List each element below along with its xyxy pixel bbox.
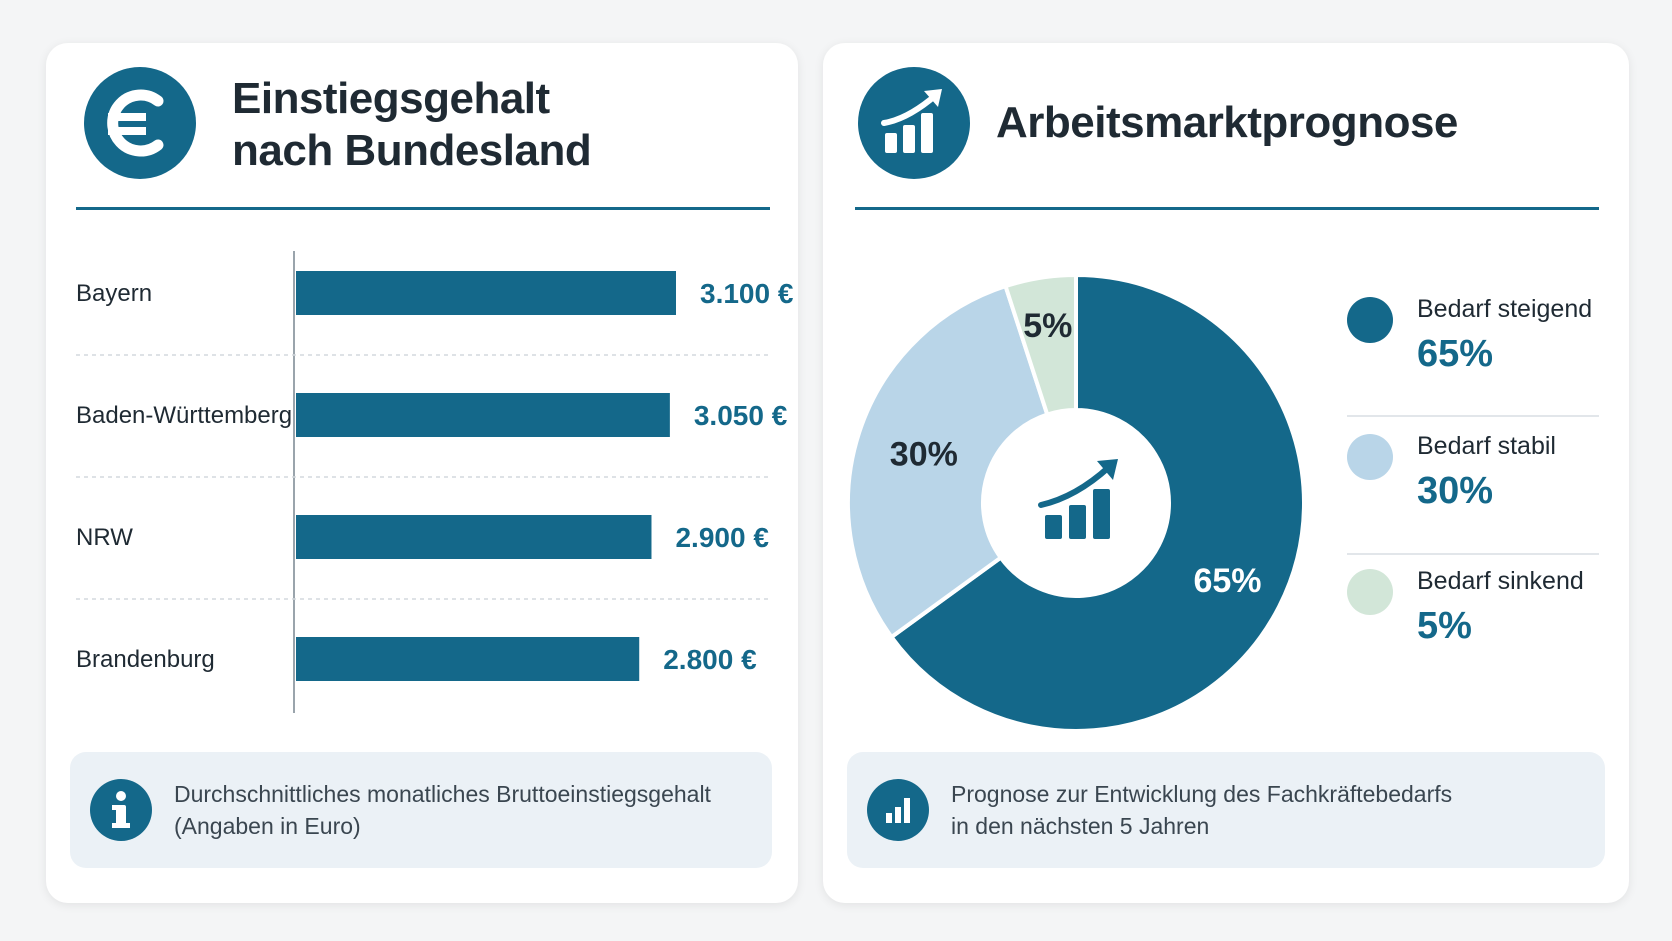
legend-item-sinkend: Bedarf sinkend 5% [1347, 561, 1599, 701]
legend-item-stabil: Bedarf stabil 30% [1347, 426, 1599, 566]
forecast-note-box: Prognose zur Entwicklung des Fachkräfteb… [847, 752, 1605, 868]
info-icon [90, 779, 152, 841]
forecast-card: Arbeitsmarktprognose 65% 30% 5% Bedarf ste… [823, 43, 1629, 903]
slice-value-label: 5% [1023, 307, 1072, 345]
legend-label: Bedarf steigend [1417, 295, 1593, 323]
bar-category-label: Brandenburg [76, 646, 215, 673]
salary-note-text: Durchschnittliches monatliches Bruttoein… [174, 781, 711, 839]
bar-category-label: Bayern [76, 280, 152, 307]
bar-category-label: NRW [76, 524, 133, 551]
salary-bar [296, 637, 640, 681]
legend-label: Bedarf stabil [1417, 432, 1556, 460]
bar-value-label: 2.800 € [663, 644, 757, 675]
forecast-title-divider [855, 207, 1599, 210]
euro-icon [84, 67, 196, 179]
legend-swatch [1347, 297, 1393, 343]
bar-chart-icon [867, 779, 929, 841]
legend-item-steigend: Bedarf steigend 65% [1347, 289, 1599, 429]
donut-slice [846, 283, 1050, 640]
donut-slice [888, 272, 1306, 733]
salary-bar [296, 515, 652, 559]
salary-note-box: Durchschnittliches monatliches Bruttoein… [70, 752, 772, 868]
bar-value-label: 2.900 € [675, 522, 769, 553]
legend-divider [1347, 553, 1599, 555]
salary-card: Einstiegsgehalt nach Bundesland Bayern 3.… [46, 43, 798, 903]
legend-swatch [1347, 434, 1393, 480]
forecast-note-text: Prognose zur Entwicklung des Fachkräfteb… [951, 781, 1453, 839]
forecast-title: Arbeitsmarktprognose [996, 98, 1458, 147]
salary-bar [296, 393, 670, 437]
salary-bar-chart: Bayern 3.100 € Baden-Württemberg 3.050 € NRW… [76, 251, 794, 713]
legend-percent: 65% [1417, 333, 1494, 375]
slice-value-label: 30% [890, 436, 958, 474]
legend-percent: 5% [1417, 605, 1472, 647]
bar-value-label: 3.100 € [700, 278, 794, 309]
bar-category-label: Baden-Württemberg [76, 402, 292, 429]
legend-divider [1347, 415, 1599, 417]
donut-slice [1003, 272, 1078, 418]
rising-bar-chart-icon [858, 67, 970, 179]
bar-value-label: 3.050 € [694, 400, 788, 431]
forecast-donut-chart: 65% 30% 5% [846, 272, 1306, 733]
salary-bar [296, 271, 676, 315]
legend-label: Bedarf sinkend [1417, 567, 1584, 595]
salary-title-divider [76, 207, 770, 210]
salary-title: Einstiegsgehalt nach Bundesland [232, 74, 592, 175]
center-trend-icon [1021, 445, 1131, 555]
legend-percent: 30% [1417, 470, 1494, 512]
slice-value-label: 65% [1193, 562, 1261, 600]
legend-swatch [1347, 569, 1393, 615]
